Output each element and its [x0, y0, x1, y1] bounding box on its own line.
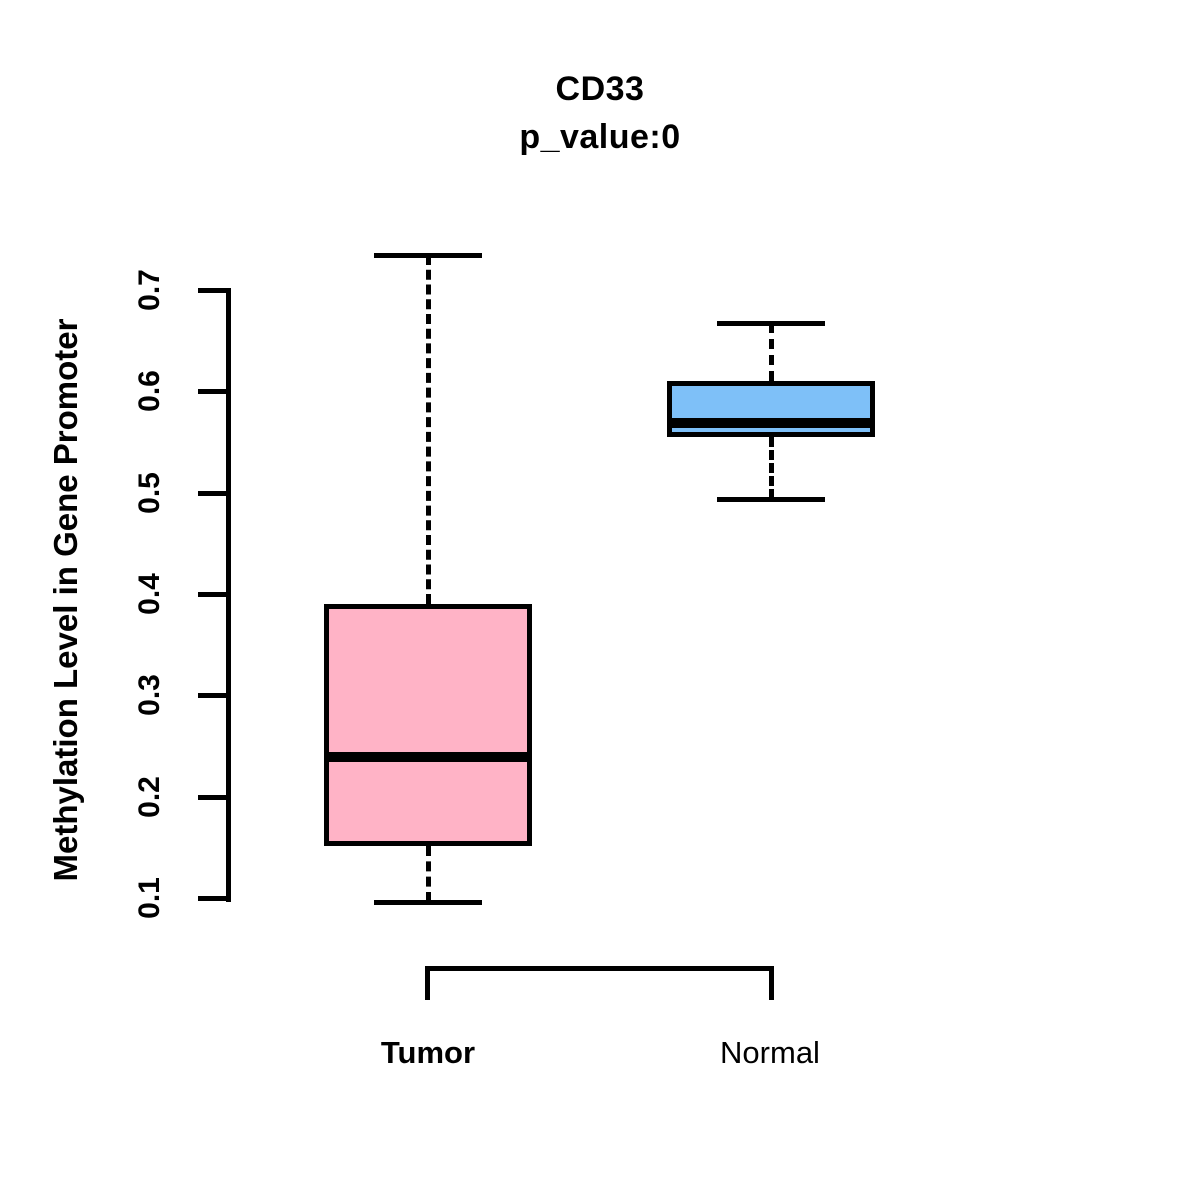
y-axis-tick — [198, 693, 228, 699]
whisker-cap-upper — [374, 252, 482, 258]
whisker-lower — [769, 436, 774, 499]
whisker-cap-lower — [374, 900, 482, 906]
x-axis-label-normal: Normal — [720, 1035, 820, 1070]
whisker-lower — [426, 846, 431, 903]
chart-subtitle-pvalue: p_value:0 — [519, 118, 681, 156]
y-axis-tick-label: 0.5 — [133, 471, 166, 514]
y-axis-tick — [198, 896, 228, 901]
y-axis-tick-label: 0.2 — [133, 775, 166, 818]
x-axis-label-tumor: Tumor — [380, 1035, 476, 1070]
whisker-cap-upper — [717, 321, 825, 327]
chart-title: CD33 — [555, 70, 645, 108]
y-axis-tick — [198, 288, 228, 293]
y-axis-line — [226, 288, 231, 902]
box-tumor — [324, 604, 532, 847]
y-axis-tick-label: 0.4 — [133, 573, 166, 615]
x-axis-bracket — [425, 966, 774, 1000]
y-axis-title: Methylation Level in Gene Promoter — [47, 318, 84, 882]
y-axis-tick-label: 0.1 — [133, 877, 166, 919]
whisker-upper — [769, 323, 774, 382]
y-axis-tick — [198, 794, 228, 800]
whisker-upper — [426, 254, 431, 605]
y-axis-tick-label: 0.7 — [133, 269, 166, 311]
whisker-cap-lower — [717, 496, 825, 502]
y-axis-tick — [198, 389, 228, 395]
median-line-tumor — [324, 752, 532, 763]
y-axis-tick — [198, 490, 228, 496]
y-axis-tick-label: 0.6 — [133, 370, 166, 413]
box-normal — [667, 381, 875, 437]
median-line-normal — [667, 417, 875, 428]
y-axis-tick-label: 0.3 — [133, 674, 166, 717]
y-axis-tick — [198, 592, 228, 597]
